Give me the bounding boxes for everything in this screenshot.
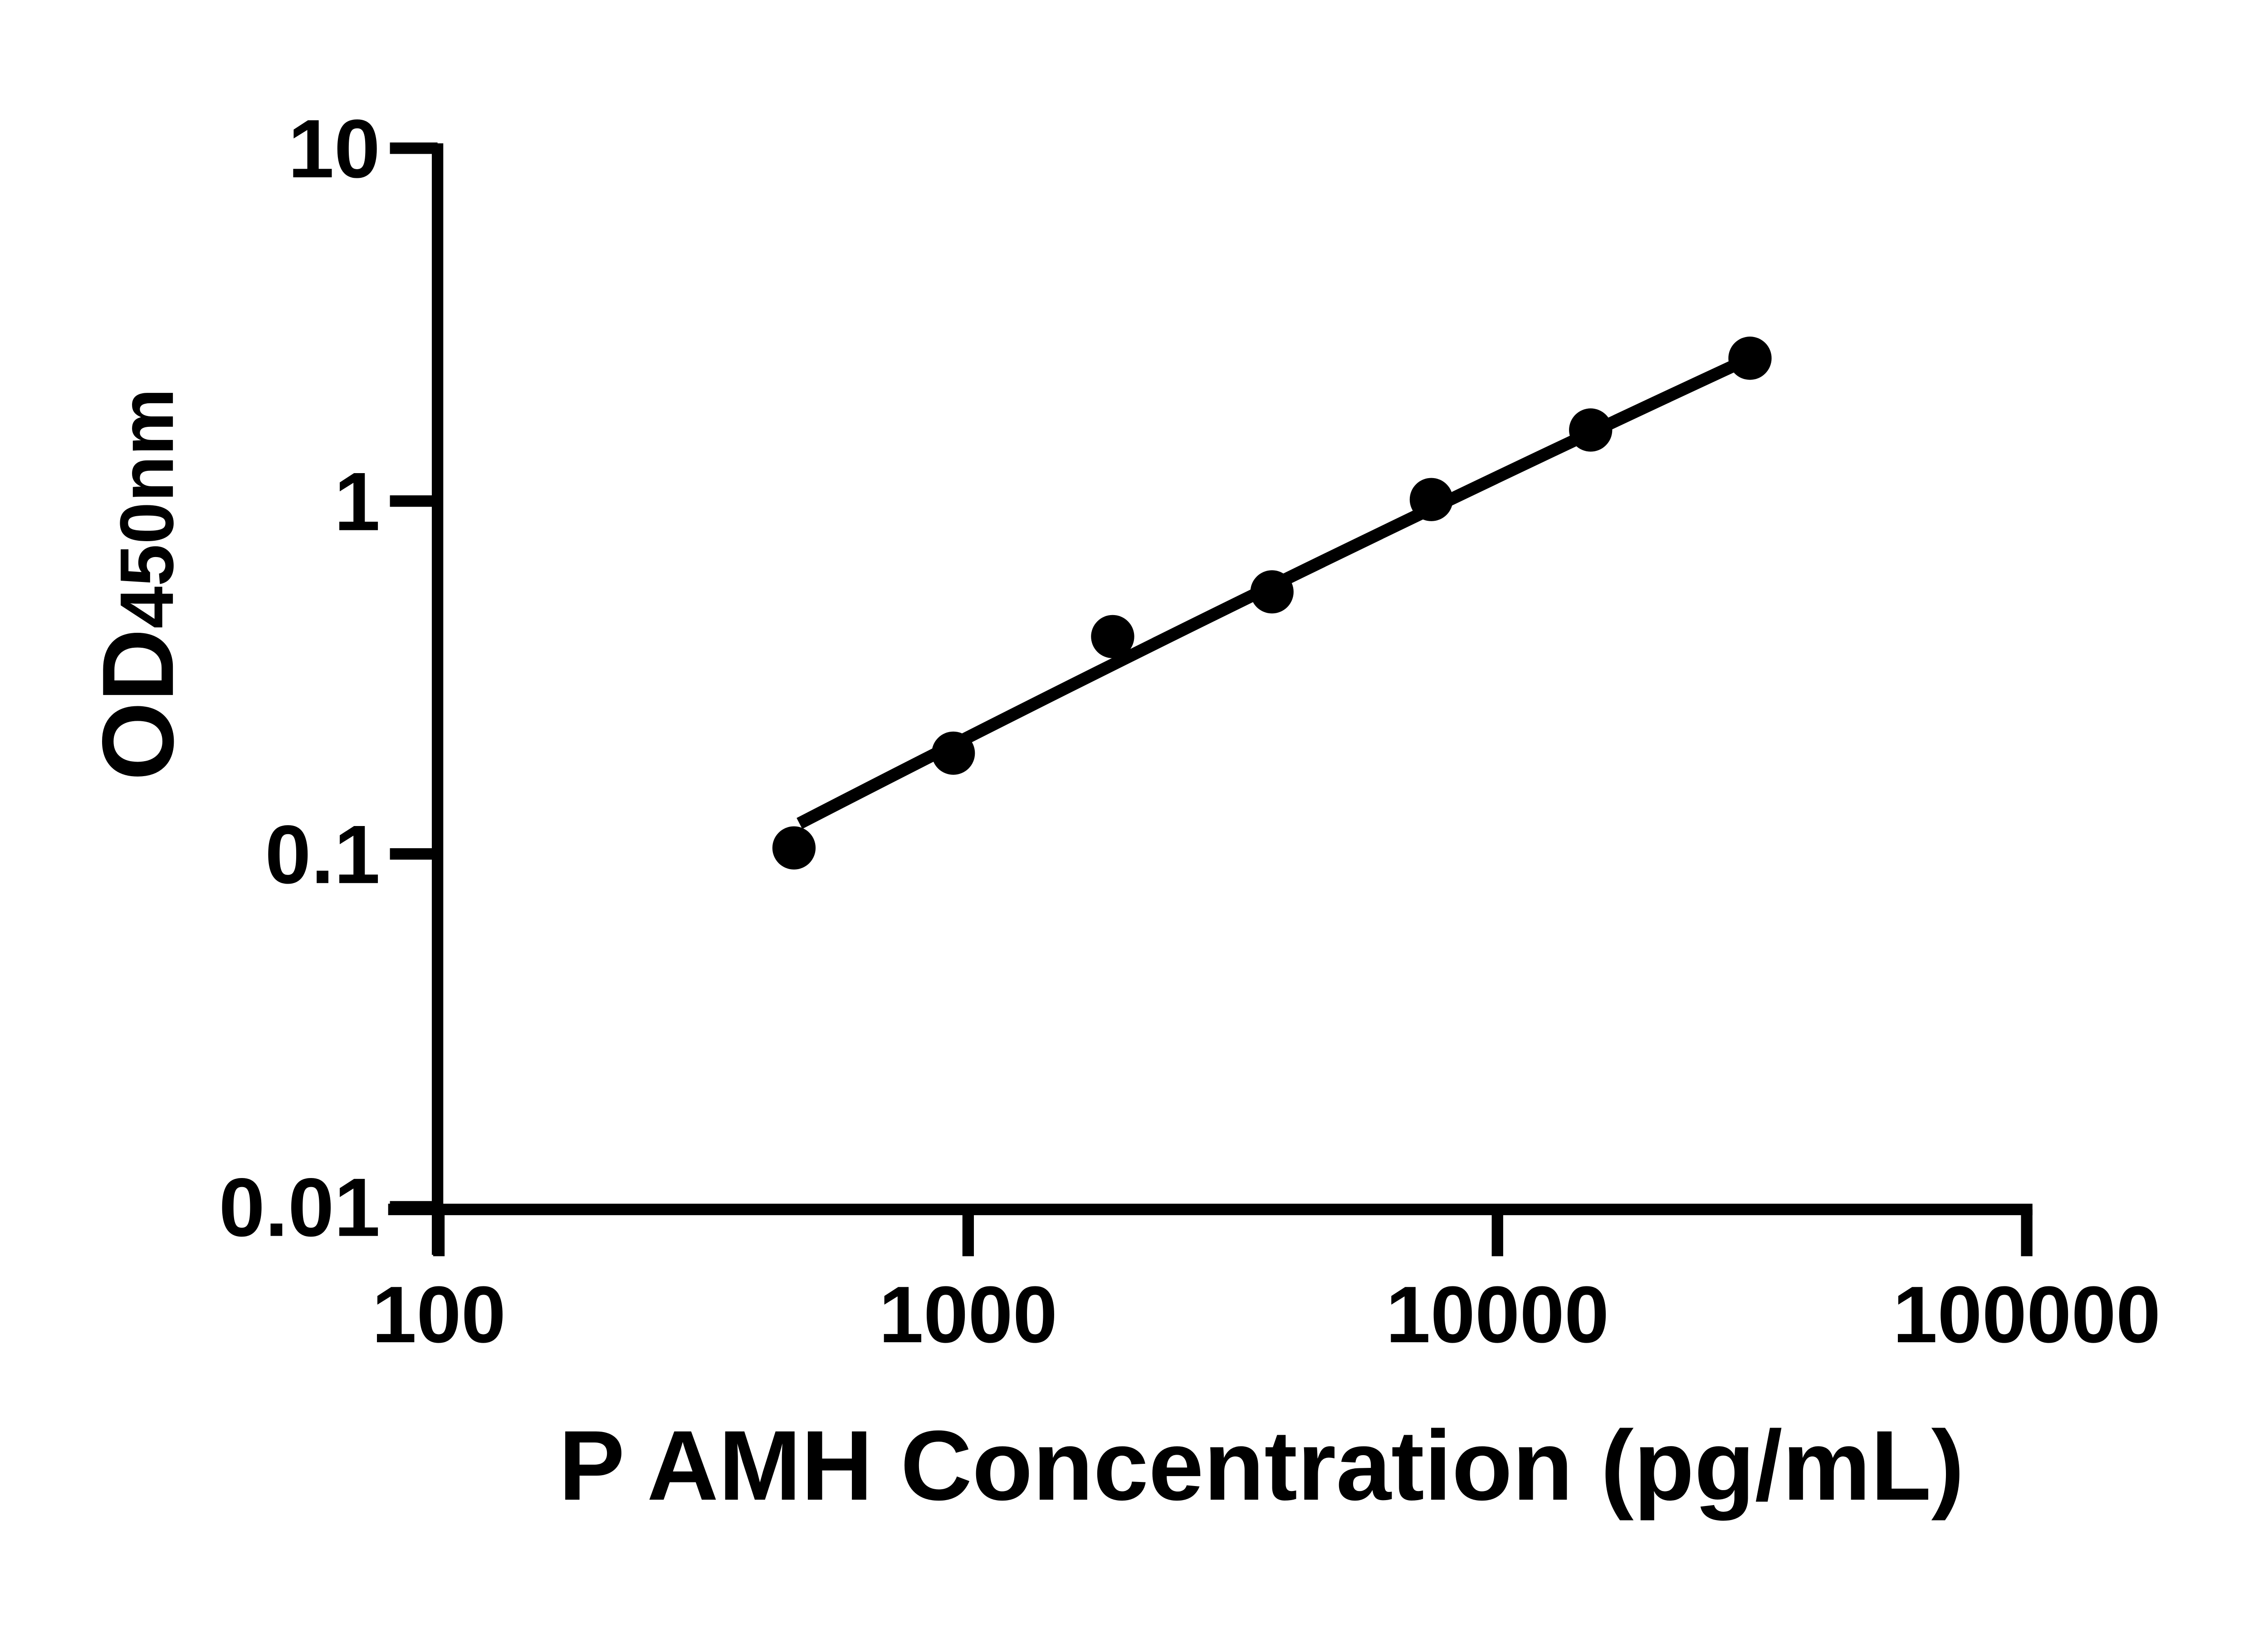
x-tick-label: 1000	[879, 1270, 1058, 1359]
standard-curve-figure: 10 1 0.1 0.01 100 1000 10000 100000 P AMH Conc…	[82, 102, 2161, 1521]
data-point	[1091, 615, 1134, 659]
x-axis-tick-labels: 100 1000 10000 100000	[372, 1270, 2160, 1359]
y-axis-title: OD450nm	[82, 388, 195, 781]
y-tick-label: 0.01	[219, 1161, 380, 1254]
y-axis-ticks	[390, 142, 438, 1213]
plot-axes	[388, 143, 2033, 1255]
data-point	[1728, 337, 1772, 380]
x-axis-ticks	[433, 1209, 2033, 1257]
y-tick-label: 0.1	[265, 808, 380, 901]
y-axis-title-base: OD	[82, 629, 195, 781]
data-point	[932, 731, 975, 775]
y-tick-label: 1	[334, 455, 381, 548]
data-point	[1569, 408, 1613, 452]
y-axis-tick-labels: 10 1 0.1 0.01	[219, 103, 380, 1254]
y-tick-label: 10	[288, 103, 380, 195]
x-tick-label: 10000	[1386, 1270, 1609, 1359]
x-tick-label: 100000	[1893, 1270, 2161, 1359]
data-points	[772, 337, 1772, 870]
x-axis-title: P AMH Concentration (pg/mL)	[558, 1410, 1964, 1521]
standard-curve-chart: 10 1 0.1 0.01 100 1000 10000 100000 P AMH Conc…	[82, 102, 2161, 1521]
data-point	[1409, 478, 1453, 521]
x-tick-label: 100	[372, 1270, 506, 1359]
y-axis-title-subscript: 450nm	[105, 388, 189, 629]
data-point	[1250, 570, 1294, 614]
data-point	[772, 826, 816, 870]
